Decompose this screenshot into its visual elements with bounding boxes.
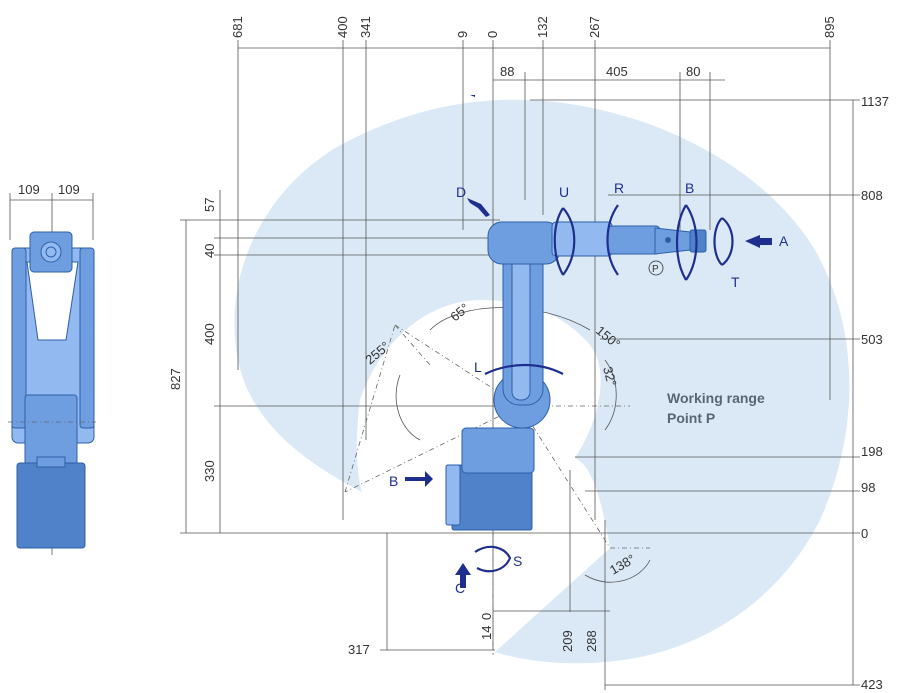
dim-317: 317 <box>348 642 370 657</box>
dim-98: 98 <box>861 480 875 495</box>
dim-80: 80 <box>686 64 700 79</box>
dim-1137: 1137 <box>861 94 889 109</box>
axis-label-b-wrist: B <box>685 180 694 196</box>
axis-label-r: R <box>614 180 624 196</box>
robot-front-view: 109 109 <box>8 182 96 555</box>
dim-400-vert: 400 <box>202 323 217 345</box>
dim-0-right: 0 <box>861 526 868 541</box>
dim-681: 681 <box>230 16 245 38</box>
point-p-marker <box>648 260 664 276</box>
axis-label-u: U <box>559 184 569 200</box>
angle-32: 32° <box>600 365 620 388</box>
point-p-label: P <box>652 264 659 275</box>
right-dimensions: 1137 808 503 198 98 0 423 <box>180 94 889 692</box>
axis-label-d: D <box>456 184 466 200</box>
axis-arrows <box>405 95 772 588</box>
dim-267: 267 <box>587 16 602 38</box>
dim-40: 40 <box>202 244 217 258</box>
axis-label-t: T <box>731 274 740 290</box>
axis-label-s: S <box>513 553 522 569</box>
dim-503: 503 <box>861 332 883 347</box>
front-dim-109-right: 109 <box>58 182 80 197</box>
axis-label-c: C <box>455 580 465 596</box>
dim-895: 895 <box>822 16 837 38</box>
left-dimensions: 57 40 400 827 330 <box>168 190 520 533</box>
dim-9: 9 <box>455 31 470 38</box>
dim-405: 405 <box>606 64 628 79</box>
dim-400: 400 <box>335 16 350 38</box>
dim-57: 57 <box>202 198 217 212</box>
dim-209: 209 <box>560 630 575 652</box>
dim-808: 808 <box>861 188 883 203</box>
dim-827: 827 <box>168 368 183 390</box>
axis-label-b-view: B <box>389 473 398 489</box>
dim-0-top: 0 <box>485 31 500 38</box>
dim-330: 330 <box>202 460 217 482</box>
dim-132: 132 <box>535 16 550 38</box>
dim-341: 341 <box>358 16 373 38</box>
axis-label-l: L <box>474 359 482 375</box>
dim-423: 423 <box>861 677 883 692</box>
top-dimensions: 681 400 341 9 0 132 267 895 88 405 80 <box>230 16 837 650</box>
dim-88: 88 <box>500 64 514 79</box>
dim-0-bottom: 0 <box>479 613 494 620</box>
dim-14: 14 <box>479 626 494 640</box>
axis-label-a: A <box>779 233 789 249</box>
working-range-label-line1: Working range <box>667 390 765 406</box>
bottom-dimensions: 317 0 14 209 288 <box>348 470 610 690</box>
front-dim-109-left: 109 <box>18 182 40 197</box>
dim-288: 288 <box>584 630 599 652</box>
working-range-label-line2: Point P <box>667 410 715 426</box>
dim-198: 198 <box>861 444 883 459</box>
